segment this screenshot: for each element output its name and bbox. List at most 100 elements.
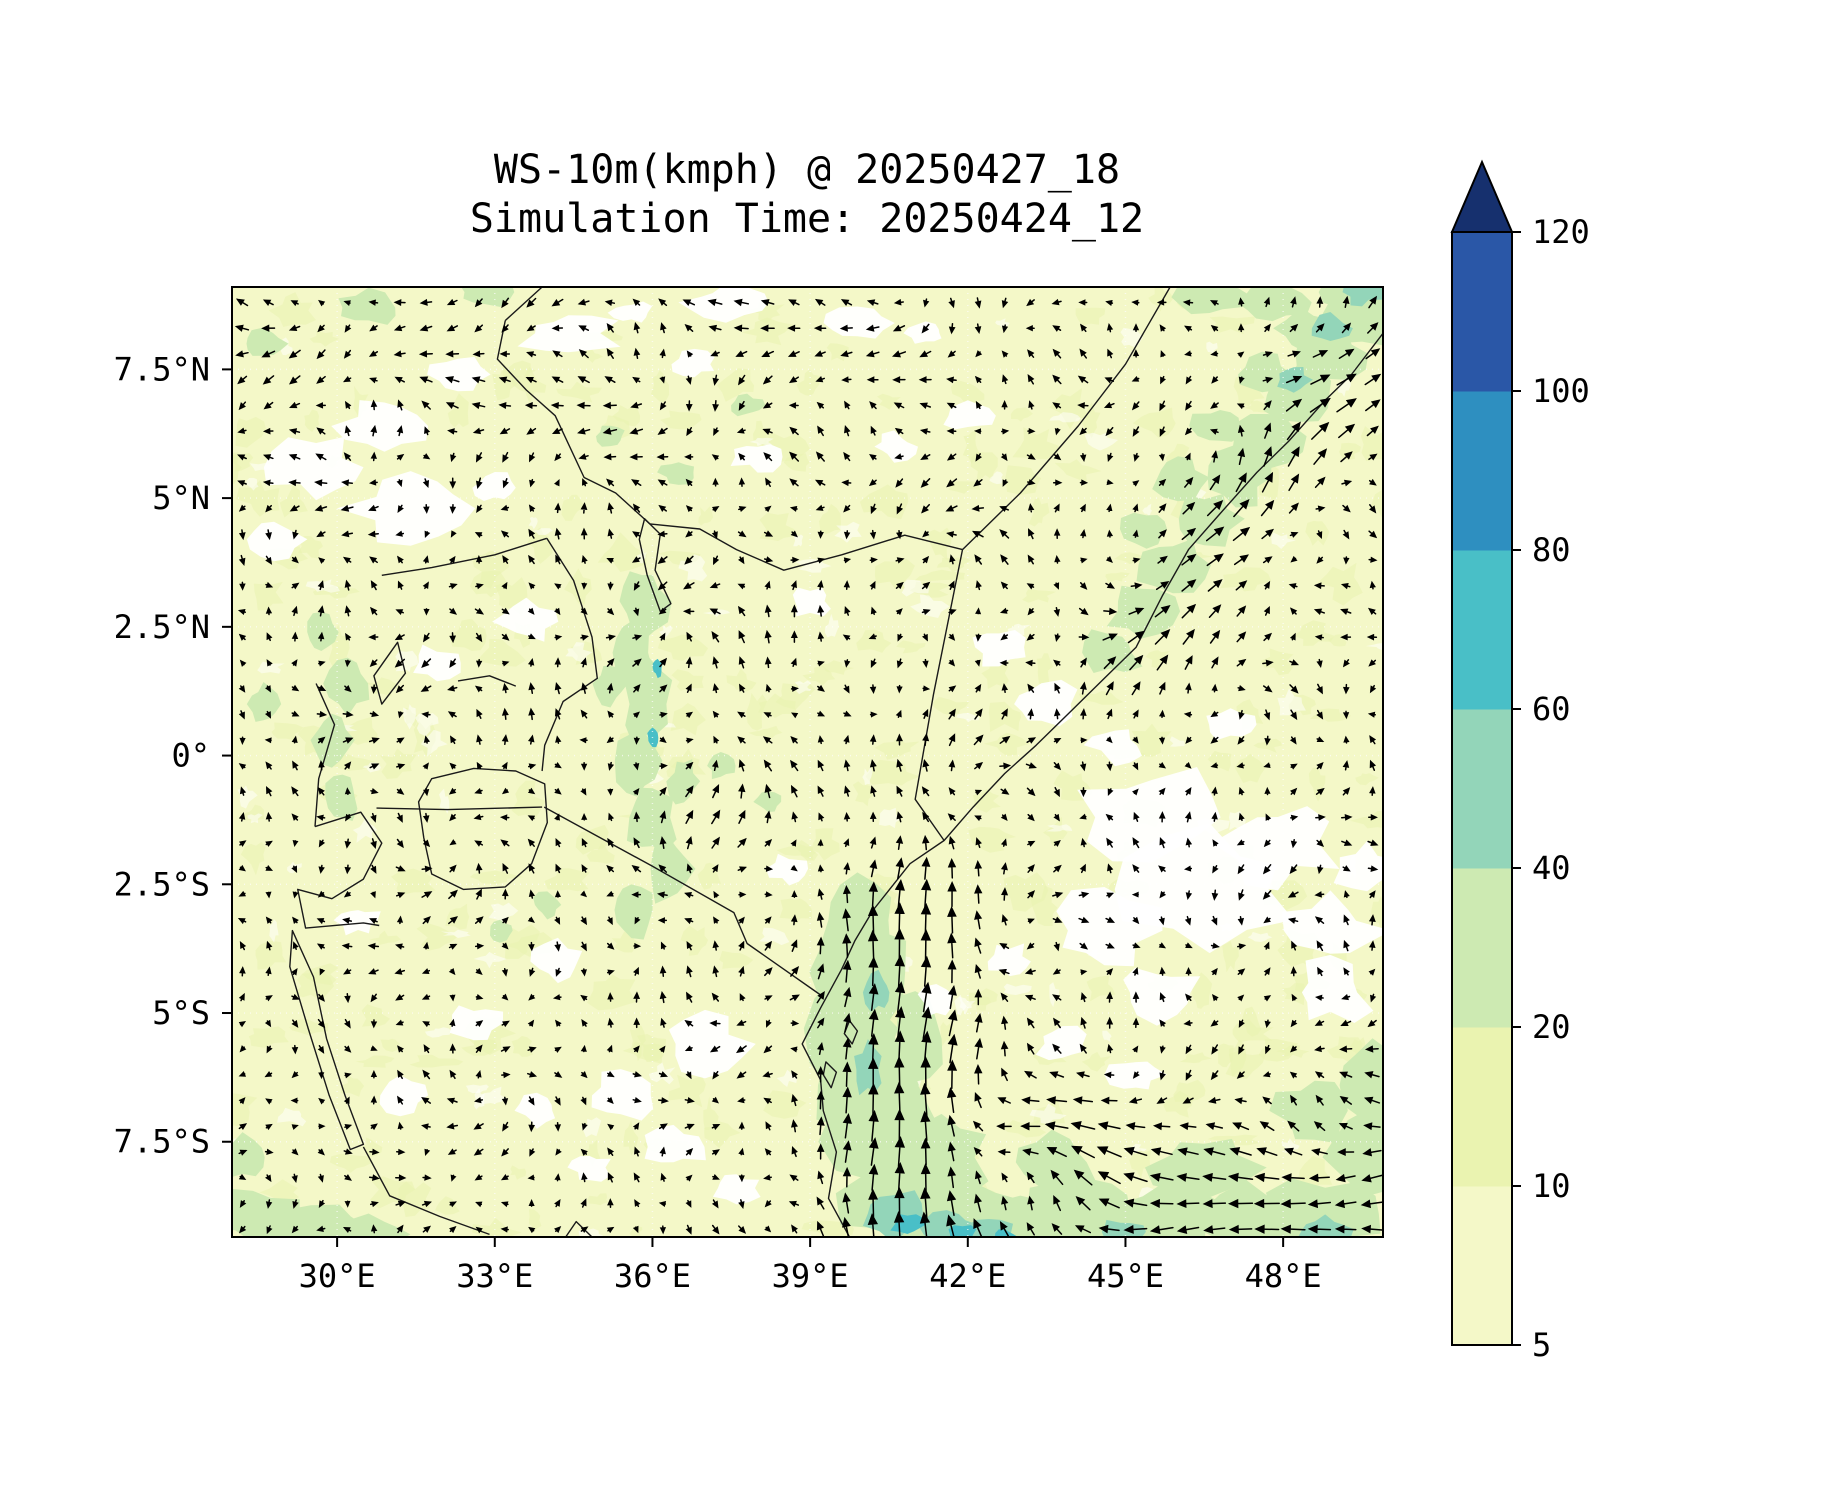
contour-band-below-5 <box>427 356 491 392</box>
wind-arrow <box>1316 940 1324 952</box>
wind-arrow <box>946 531 957 538</box>
wind-arrow <box>291 813 299 821</box>
wind-arrow <box>447 684 458 692</box>
wind-arrow <box>607 788 614 796</box>
wind-arrow <box>344 685 352 693</box>
wind-arrow <box>1001 428 1010 435</box>
texture-speckle <box>1192 972 1213 1009</box>
wind-arrow <box>369 659 378 667</box>
wind-arrow <box>317 684 327 691</box>
wind-arrow <box>685 809 694 824</box>
wind-arrow <box>1049 1071 1065 1079</box>
wind-arrow <box>1132 480 1140 487</box>
calm-speckle <box>989 471 1003 485</box>
wind-arrow <box>787 324 801 332</box>
wind-arrow <box>712 1070 720 1080</box>
wind-arrow <box>396 812 403 823</box>
wind-arrow <box>423 504 430 514</box>
wind-arrow <box>817 838 824 847</box>
wind-arrow <box>265 891 272 899</box>
wind-arrow <box>1289 659 1300 666</box>
wind-arrow <box>1080 837 1088 848</box>
wind-arrow <box>971 530 984 538</box>
wind-arrow <box>633 811 641 823</box>
wind-arrow <box>1132 1017 1140 1029</box>
wind-arrow <box>712 477 719 487</box>
wind-arrow <box>817 557 825 564</box>
wind-arrow <box>395 1174 407 1182</box>
wind-arrow <box>340 504 354 512</box>
wind-arrow <box>1211 993 1219 1002</box>
wind-arrow <box>893 298 904 306</box>
wind-arrow <box>844 605 851 616</box>
wind-arrow <box>1185 375 1193 385</box>
wind-arrow <box>1105 299 1114 306</box>
wind-arrow <box>418 350 433 358</box>
wind-arrow <box>738 506 747 513</box>
wind-arrow <box>895 709 902 718</box>
texture-speckle <box>409 1054 464 1068</box>
wind-arrow <box>1316 761 1324 770</box>
wind-arrow <box>449 477 457 489</box>
calm-speckle <box>1049 412 1081 423</box>
wind-arrow <box>896 811 904 823</box>
wind-arrow <box>265 529 272 541</box>
wind-arrow <box>1343 914 1350 926</box>
wind-arrow <box>633 321 641 334</box>
wind-arrow <box>1289 864 1298 875</box>
wind-arrow <box>528 889 536 899</box>
wind-arrow <box>1263 296 1271 308</box>
contour-band-below-5 <box>712 1174 761 1205</box>
wind-arrow <box>1159 1019 1167 1027</box>
wind-arrow <box>1046 1147 1067 1158</box>
wind-arrow <box>1079 942 1089 950</box>
wind-arrow <box>682 608 695 615</box>
wind-arrow <box>868 633 877 640</box>
wind-arrow <box>737 711 746 719</box>
wind-arrow <box>448 967 456 976</box>
wind-arrow <box>397 580 404 590</box>
texture-speckle <box>469 870 524 885</box>
wind-arrow <box>735 1045 747 1054</box>
texture-speckle <box>896 640 926 654</box>
wind-arrow <box>447 711 457 718</box>
wind-arrow <box>344 324 352 333</box>
wind-arrow <box>763 530 774 537</box>
calm-speckle <box>956 713 980 723</box>
texture-speckle <box>1012 427 1060 460</box>
wind-arrow <box>1210 1070 1219 1081</box>
wind-arrow <box>500 1226 509 1233</box>
wind-arrow <box>946 478 958 488</box>
wind-arrow <box>1132 762 1139 771</box>
wind-arrow <box>974 708 983 720</box>
calm-speckle <box>824 613 839 638</box>
wind-arrow <box>1236 658 1247 667</box>
wind-arrow <box>606 916 613 926</box>
wind-arrow <box>554 1173 561 1182</box>
wind-arrow <box>555 838 562 848</box>
wind-arrow <box>449 735 457 745</box>
contour-band-below-5 <box>987 943 1031 977</box>
wind-arrow <box>817 579 824 591</box>
calm-speckle <box>439 788 450 814</box>
wind-arrow <box>1361 1224 1383 1234</box>
wind-arrow <box>475 1044 483 1053</box>
wind-arrow <box>817 631 825 642</box>
wind-arrow <box>1052 374 1062 385</box>
wind-arrow <box>472 427 485 435</box>
wind-arrow <box>581 864 588 873</box>
contour-band-20-40 <box>1238 351 1293 393</box>
wind-arrow <box>527 815 536 822</box>
wind-arrow <box>1260 499 1275 517</box>
wind-arrow <box>527 787 536 795</box>
wind-arrow <box>1369 759 1377 771</box>
texture-speckle <box>776 840 819 861</box>
wind-arrow <box>684 1097 695 1104</box>
wind-arrow <box>1132 788 1139 796</box>
x-tick-label: 36°E <box>614 1257 691 1295</box>
wind-arrow <box>1181 579 1197 592</box>
wind-arrow <box>1340 582 1351 590</box>
wind-arrow <box>474 607 485 615</box>
wind-arrow <box>1342 683 1350 695</box>
texture-speckle <box>289 1019 329 1035</box>
